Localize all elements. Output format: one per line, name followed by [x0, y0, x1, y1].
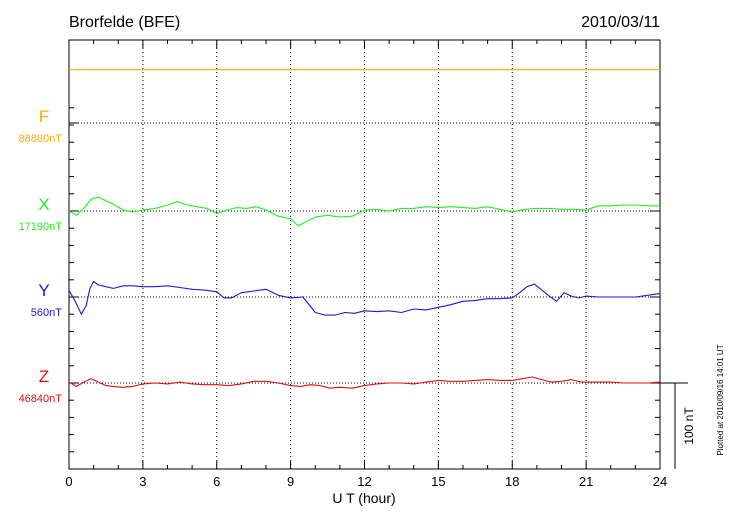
x-tick-label: 21	[579, 474, 593, 489]
chart-date: 2010/03/11	[581, 14, 660, 31]
series-f-baseline-label: 88880nT	[19, 133, 63, 145]
x-axis-ticks: 0 3 6 9 12 15 18 21 24	[65, 40, 667, 489]
scale-bar-label: 100 nT	[682, 407, 696, 445]
x-tick-label: 15	[431, 474, 445, 489]
plotted-note: Plotted at 2010/09/16 14:01 UT	[716, 344, 725, 455]
chart-title: Brorfelde (BFE)	[69, 14, 180, 31]
series-group	[68, 69, 661, 389]
series-f-name: F	[39, 107, 49, 126]
series-y-line	[68, 280, 661, 316]
series-y-baseline-label: 560nT	[31, 307, 62, 319]
series-x-line	[68, 196, 660, 227]
series-z-line	[68, 376, 661, 389]
x-tick-label: 6	[213, 474, 220, 489]
x-tick-label: 9	[287, 474, 294, 489]
x-tick-label: 24	[653, 474, 667, 489]
series-z-baseline-label: 46840nT	[19, 393, 63, 405]
x-tick-label: 3	[139, 474, 146, 489]
series-x-baseline-label: 17190nT	[19, 221, 63, 233]
series-z-name: Z	[39, 367, 49, 386]
x-axis-label: U T (hour)	[332, 490, 395, 506]
x-tick-label: 18	[505, 474, 519, 489]
x-tick-label: 12	[357, 474, 371, 489]
vertical-gridlines	[142, 40, 587, 469]
series-y-name: Y	[38, 281, 49, 300]
x-tick-label: 0	[65, 474, 72, 489]
scale-bar: 100 nT	[660, 382, 696, 469]
series-x-name: X	[38, 195, 49, 214]
series-labels: F 88880nT X 17190nT Y 560nT Z 46840nT	[19, 107, 63, 405]
